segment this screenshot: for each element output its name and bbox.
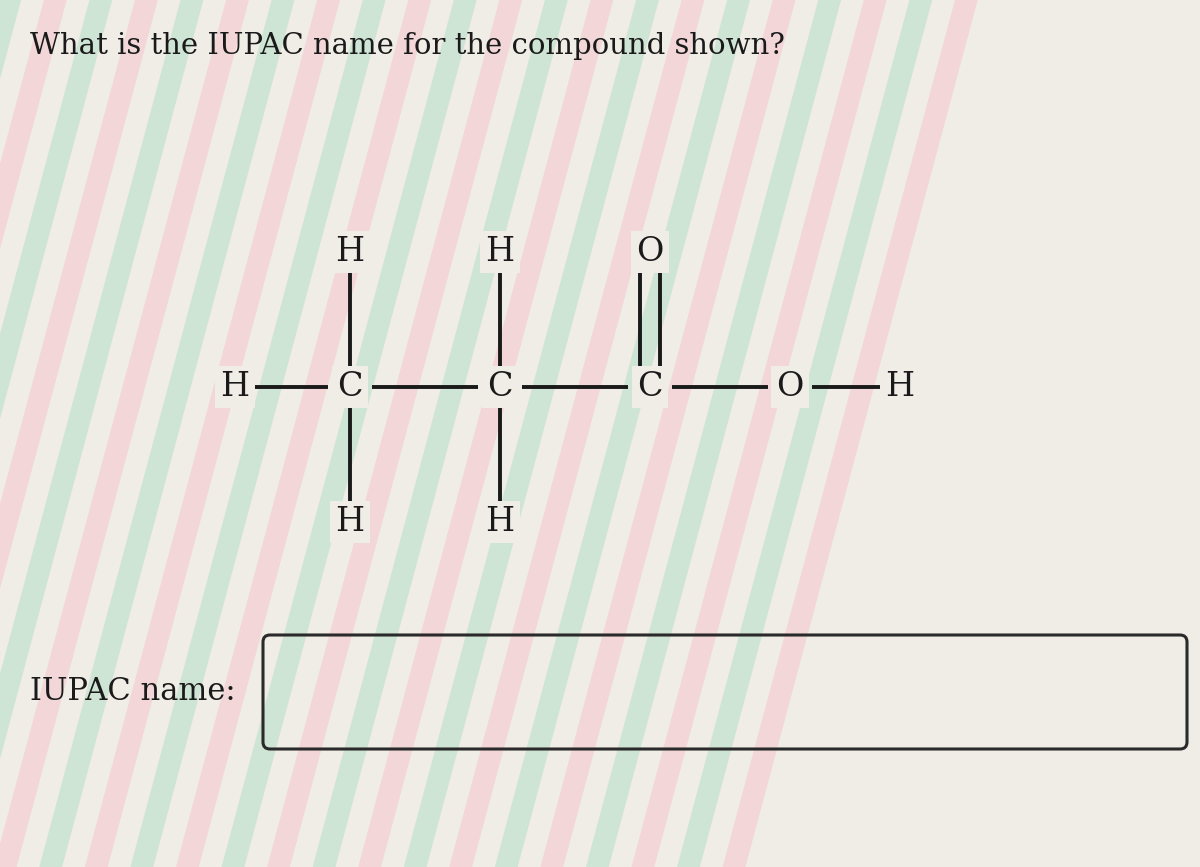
Polygon shape — [0, 0, 660, 867]
Polygon shape — [0, 0, 278, 867]
Polygon shape — [0, 0, 150, 867]
Polygon shape — [0, 0, 533, 867]
Text: H: H — [336, 236, 365, 268]
Polygon shape — [0, 0, 874, 867]
Text: C: C — [487, 371, 512, 403]
Text: O: O — [636, 236, 664, 268]
Polygon shape — [114, 0, 1171, 867]
Polygon shape — [0, 0, 235, 867]
Text: H: H — [486, 506, 515, 538]
Polygon shape — [0, 0, 1001, 867]
Polygon shape — [0, 0, 745, 867]
Text: O: O — [776, 371, 804, 403]
Polygon shape — [29, 0, 1086, 867]
Polygon shape — [0, 0, 23, 867]
Polygon shape — [156, 0, 1200, 867]
Text: H: H — [886, 371, 914, 403]
Polygon shape — [0, 0, 193, 867]
Polygon shape — [0, 0, 1043, 867]
Text: H: H — [221, 371, 250, 403]
Polygon shape — [0, 0, 576, 867]
Polygon shape — [0, 0, 703, 867]
Polygon shape — [0, 0, 830, 867]
Polygon shape — [0, 0, 108, 867]
Polygon shape — [72, 0, 1128, 867]
Text: C: C — [637, 371, 662, 403]
Text: C: C — [337, 371, 362, 403]
Polygon shape — [0, 0, 788, 867]
Polygon shape — [0, 0, 448, 867]
Polygon shape — [0, 0, 320, 867]
Polygon shape — [0, 0, 916, 867]
Text: What is the IUPAC name for the compound shown?: What is the IUPAC name for the compound … — [30, 32, 785, 60]
Polygon shape — [0, 0, 618, 867]
Polygon shape — [0, 0, 958, 867]
Text: H: H — [336, 506, 365, 538]
Polygon shape — [0, 0, 364, 867]
Polygon shape — [0, 0, 66, 867]
Polygon shape — [0, 0, 406, 867]
Polygon shape — [0, 0, 491, 867]
Text: IUPAC name:: IUPAC name: — [30, 676, 235, 707]
Text: H: H — [486, 236, 515, 268]
